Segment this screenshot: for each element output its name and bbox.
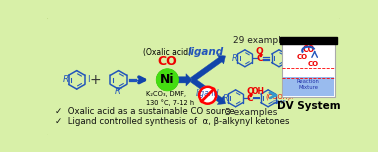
FancyBboxPatch shape xyxy=(46,17,342,137)
Text: ligand: ligand xyxy=(196,89,219,98)
Circle shape xyxy=(156,69,178,91)
Text: 29 examples: 29 examples xyxy=(233,36,291,45)
Text: C: C xyxy=(247,94,254,103)
Polygon shape xyxy=(178,74,192,86)
Bar xyxy=(282,44,335,97)
Text: R: R xyxy=(63,75,69,84)
Text: I: I xyxy=(87,75,90,84)
Bar xyxy=(283,77,334,96)
Bar xyxy=(280,37,337,44)
Text: R': R' xyxy=(285,51,293,60)
Text: 3 examples: 3 examples xyxy=(225,108,277,117)
Text: +: + xyxy=(90,73,101,87)
Polygon shape xyxy=(191,55,226,82)
Text: Mixture: Mixture xyxy=(298,85,318,90)
Text: ✓  Oxalic acid as a sustainable CO source: ✓ Oxalic acid as a sustainable CO source xyxy=(55,107,235,116)
Text: R: R xyxy=(223,94,228,103)
Text: C: C xyxy=(256,54,263,63)
Text: DMF: DMF xyxy=(272,100,286,105)
Text: R: R xyxy=(232,54,238,63)
Text: O: O xyxy=(256,47,263,56)
Text: ligand: ligand xyxy=(188,47,224,57)
Text: CO: CO xyxy=(302,45,314,54)
Text: Ni: Ni xyxy=(160,73,175,86)
Text: CO: CO xyxy=(308,61,319,67)
Polygon shape xyxy=(191,78,226,104)
Text: DV System: DV System xyxy=(277,101,340,111)
Text: OH: OH xyxy=(251,87,265,96)
Text: R': R' xyxy=(115,87,122,96)
Circle shape xyxy=(199,87,216,104)
Text: ✓  Ligand controlled synthesis of  α, β-alkynyl ketones: ✓ Ligand controlled synthesis of α, β-al… xyxy=(55,117,290,126)
Text: K₂CO₃, DMF,
130 °C, 7-12 h: K₂CO₃, DMF, 130 °C, 7-12 h xyxy=(146,91,194,106)
Text: (Oxalic acid): (Oxalic acid) xyxy=(143,48,191,57)
Text: CO: CO xyxy=(158,55,177,68)
Text: CO: CO xyxy=(297,54,308,60)
Text: Reaction: Reaction xyxy=(297,79,320,84)
Text: (COOH)ₙ: (COOH)ₙ xyxy=(265,93,293,100)
Text: O: O xyxy=(246,87,254,96)
